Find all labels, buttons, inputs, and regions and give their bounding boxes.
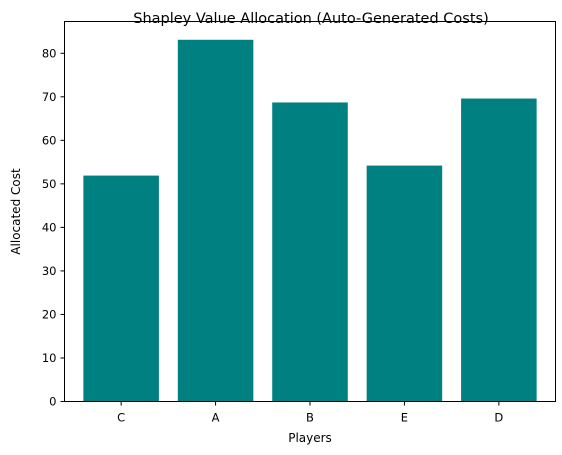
y-tick-label: 20 [42,307,57,321]
x-tick-label: A [212,411,220,425]
y-tick-label: 10 [42,351,57,365]
bar-C [83,175,159,402]
chart-title: Shapley Value Allocation (Auto-Generated… [133,11,488,27]
x-tick-label: D [494,411,503,425]
x-axis-label: Players [288,431,332,445]
x-tick-label: B [306,411,314,425]
y-axis-label: Allocated Cost [9,168,23,255]
y-tick-label: 30 [42,264,57,278]
bar-B [272,102,348,402]
bar-D [461,98,537,402]
bars-layer [83,39,537,402]
y-tick-label: 70 [42,90,57,104]
y-tick-label: 80 [42,46,57,60]
x-tick-label: E [401,411,408,425]
bar-E [366,165,443,402]
y-tick-label: 40 [42,220,57,234]
y-tick-label: 50 [42,177,57,191]
y-tick-label: 0 [49,395,56,409]
y-tick-label: 60 [42,133,57,147]
plot-frame [64,21,556,402]
ticks-layer: C A B E D 0 10 20 30 40 50 60 70 80 [42,46,504,424]
bar-A [177,39,254,402]
x-tick-label: C [117,411,125,425]
